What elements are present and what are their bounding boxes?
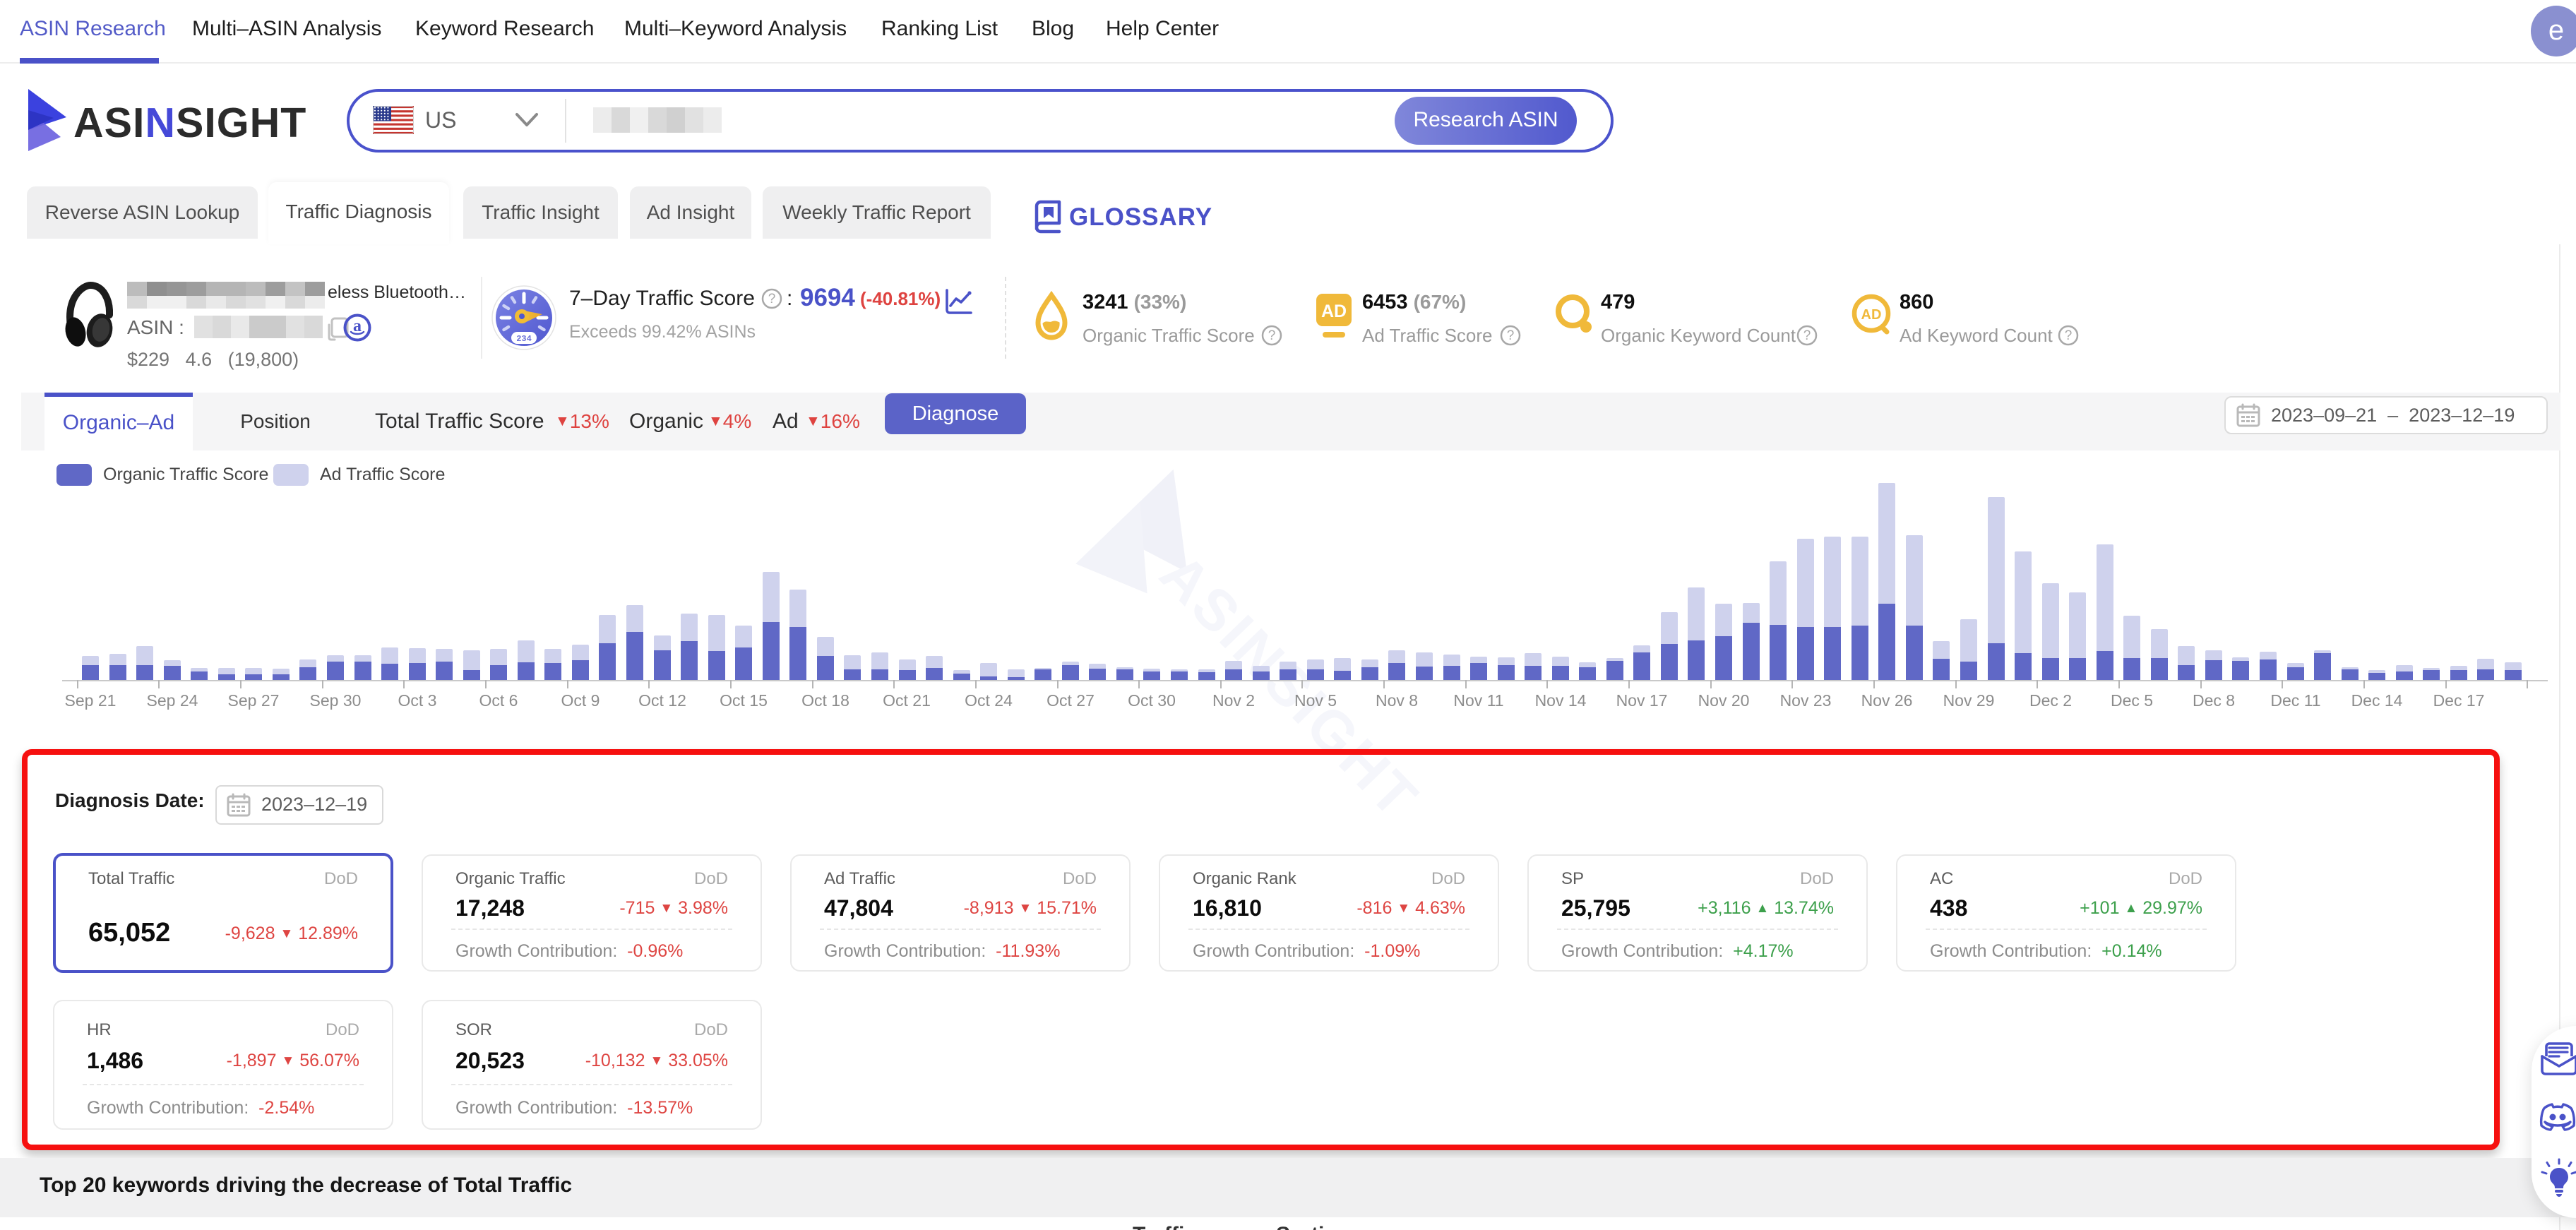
svg-text:?: ? bbox=[1507, 328, 1515, 343]
svg-text:234: 234 bbox=[516, 334, 532, 344]
svg-text:?: ? bbox=[768, 292, 776, 306]
svg-text:AD: AD bbox=[1861, 307, 1882, 323]
svg-text:a: a bbox=[353, 317, 362, 335]
svg-text:?: ? bbox=[2065, 328, 2073, 343]
svg-text:?: ? bbox=[1803, 328, 1811, 343]
svg-text:AD: AD bbox=[1321, 301, 1347, 321]
svg-text:?: ? bbox=[1268, 328, 1276, 343]
